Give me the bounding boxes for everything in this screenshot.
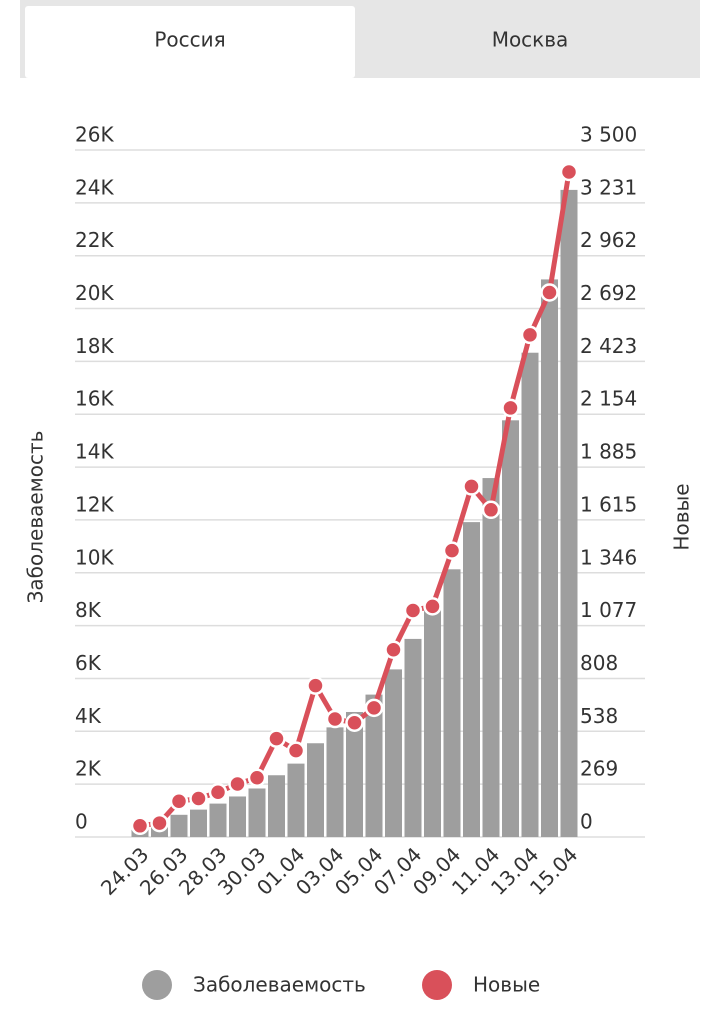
y2-tick-label: 3 231 <box>580 175 637 199</box>
y2-tick-label: 2 154 <box>580 387 637 411</box>
y-tick-label: 16K <box>75 387 114 411</box>
y-tick-label: 2K <box>75 757 102 781</box>
legend-label: Новые <box>473 973 540 997</box>
tab[interactable]: Россия <box>154 28 225 52</box>
y2-tick-label: 3 500 <box>580 123 637 147</box>
legend-swatch <box>422 970 452 1000</box>
bar <box>229 796 246 837</box>
point <box>501 398 520 418</box>
point <box>462 477 481 496</box>
y2-tick-label: 1 346 <box>580 545 637 569</box>
point <box>247 768 267 787</box>
bar <box>541 279 558 837</box>
point <box>520 325 540 345</box>
bar <box>307 743 324 837</box>
point <box>208 782 228 802</box>
bar <box>209 803 227 837</box>
y-tick-label: 0 <box>75 810 88 834</box>
bar <box>326 727 344 837</box>
y2-axis-title: Новые <box>670 483 694 550</box>
point <box>540 283 559 302</box>
bar <box>482 478 500 837</box>
bar <box>365 694 383 837</box>
point <box>423 597 442 616</box>
y2-tick-label: 1 885 <box>580 440 637 464</box>
active-tab[interactable] <box>25 6 355 78</box>
y-tick-label: 20K <box>75 281 114 305</box>
point <box>150 813 169 833</box>
point <box>403 601 423 620</box>
y-tick-label: 24K <box>75 175 114 199</box>
tab[interactable]: Москва <box>492 28 569 52</box>
bar <box>170 814 188 837</box>
point <box>384 640 403 659</box>
y-tick-label: 12K <box>75 492 114 516</box>
y2-tick-label: 2 423 <box>580 334 637 358</box>
point <box>228 774 247 794</box>
y-tick-label: 18K <box>75 334 114 358</box>
point <box>481 500 501 520</box>
point <box>306 676 325 695</box>
point <box>169 792 189 811</box>
bar <box>385 669 402 837</box>
y2-tick-label: 0 <box>580 810 593 834</box>
y2-tick-label: 1 615 <box>580 492 637 516</box>
y-tick-label: 4K <box>75 704 102 728</box>
y-axis-title: Заболеваемость <box>24 431 48 604</box>
legend-label: Заболеваемость <box>193 973 366 997</box>
y2-tick-label: 2 962 <box>580 228 637 252</box>
y2-tick-label: 1 077 <box>580 598 637 622</box>
y-tick-label: 22K <box>75 228 114 252</box>
point <box>267 729 286 748</box>
y2-tick-label: 538 <box>580 704 618 728</box>
bar <box>190 809 207 837</box>
bar <box>521 352 539 837</box>
point <box>345 713 364 733</box>
point <box>559 162 579 182</box>
y2-tick-label: 269 <box>580 757 618 781</box>
point <box>325 709 345 729</box>
legend-swatch <box>142 970 172 1000</box>
bar <box>560 189 578 837</box>
y-tick-label: 26K <box>75 123 114 147</box>
bar <box>463 522 480 837</box>
bar <box>248 788 266 837</box>
point <box>364 698 384 718</box>
point <box>286 741 306 760</box>
y-tick-label: 8K <box>75 598 102 622</box>
y2-tick-label: 2 692 <box>580 281 637 305</box>
y-tick-label: 14K <box>75 440 114 464</box>
point <box>442 541 462 560</box>
y-tick-label: 10K <box>75 545 114 569</box>
bar <box>287 763 305 837</box>
point <box>130 816 150 836</box>
bar <box>443 569 461 837</box>
point <box>189 789 208 808</box>
bar <box>346 711 363 837</box>
bar <box>268 775 285 837</box>
bar <box>424 607 441 837</box>
y-tick-label: 6K <box>75 651 102 675</box>
y2-tick-label: 808 <box>580 651 618 675</box>
bar <box>502 420 519 837</box>
bar <box>404 638 422 837</box>
